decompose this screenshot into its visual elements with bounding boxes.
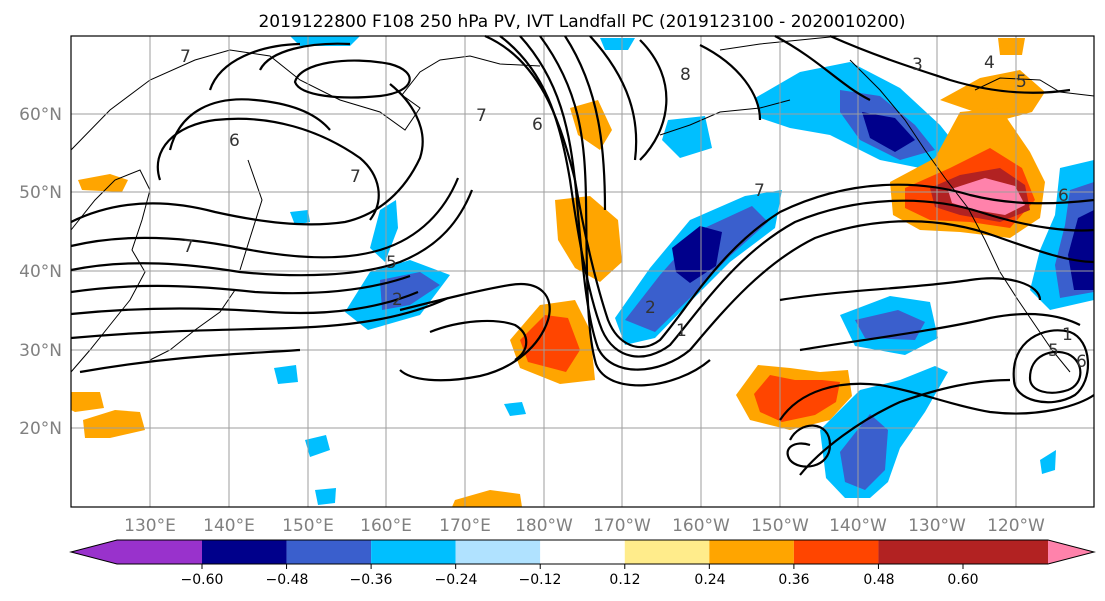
contour-label: 3 (912, 55, 923, 75)
map-panel: 7 6 7 7 5 2 2 1 6 7 7 8 3 4 5 6 6 1 5 (70, 34, 1095, 508)
colorbar-label: 0.60 (947, 572, 978, 588)
colorbar-cell (709, 540, 794, 564)
lon-label: 130°E (124, 516, 176, 536)
contour-label: 6 (229, 131, 240, 151)
contour-label: 8 (680, 65, 691, 85)
contour-labels: 7 6 7 7 5 2 2 1 6 7 7 8 3 4 5 6 6 1 5 (180, 47, 1087, 372)
colorbar-label: 0.48 (863, 572, 894, 588)
lon-axis: 130°E 140°E 150°E 160°E 170°E 180°W 170°… (124, 516, 1045, 536)
colorbar-label: −0.24 (435, 572, 478, 588)
contour-label: 2 (392, 290, 403, 310)
contour-label: 5 (1048, 341, 1059, 361)
colorbar-ticks (201, 564, 964, 569)
contour-label: 7 (754, 181, 765, 201)
colorbar-cell (624, 540, 710, 564)
lon-label: 150°W (751, 516, 809, 536)
figure-title: 2019122800 F108 250 hPa PV, IVT Landfall… (258, 12, 905, 32)
contour-label: 5 (1016, 72, 1027, 92)
colorbar-label: 0.36 (778, 572, 809, 588)
colorbar-label: −0.60 (181, 572, 224, 588)
colorbar-cell (878, 540, 1048, 564)
map-frame (70, 35, 1095, 508)
colorbar-cell (793, 540, 879, 564)
colorbar: −0.60 −0.48 −0.36 −0.24 −0.12 0.12 0.24 … (69, 539, 1096, 588)
contour-label: 7 (183, 237, 194, 257)
contour-label: 2 (645, 298, 656, 318)
lat-label-30n: 30°N (19, 341, 62, 361)
contour-label: 6 (1058, 186, 1069, 206)
lat-label-60n: 60°N (19, 105, 62, 125)
contour-label: 6 (532, 115, 543, 135)
contour-label: 4 (984, 53, 995, 73)
lon-label: 120°W (987, 516, 1045, 536)
lon-label: 150°E (282, 516, 334, 536)
lon-label: 180°W (515, 516, 573, 536)
contour-label: 1 (676, 321, 687, 341)
lon-label: 160°W (672, 516, 730, 536)
colorbar-label: 0.24 (694, 572, 725, 588)
lon-label: 140°E (203, 516, 255, 536)
colorbar-cell (455, 540, 541, 564)
colorbar-label: 0.12 (609, 572, 640, 588)
gridlines (71, 36, 1094, 507)
colorbar-cell (371, 540, 456, 564)
lon-label: 140°W (829, 516, 887, 536)
lat-label-20n: 20°N (19, 419, 62, 439)
colorbar-cell (71, 540, 202, 564)
colorbar-label: −0.48 (266, 572, 309, 588)
coastlines (70, 35, 1095, 373)
contour-label: 7 (180, 47, 191, 67)
contour-label: 5 (386, 253, 397, 273)
colorbar-cells (71, 540, 1094, 564)
colorbar-label: −0.12 (519, 572, 562, 588)
colorbar-cell (286, 540, 372, 564)
colorbar-label: −0.36 (350, 572, 393, 588)
colorbar-cell (1048, 540, 1094, 564)
colorbar-cell (540, 540, 625, 564)
lat-label-50n: 50°N (19, 183, 62, 203)
contour-label: 7 (350, 167, 361, 187)
contour-label: 7 (476, 106, 487, 126)
lat-label-40n: 40°N (19, 262, 62, 282)
colorbar-outline (69, 539, 1096, 565)
lat-axis: 60°N 50°N 40°N 30°N 20°N (19, 105, 62, 439)
contour-label: 1 (1062, 325, 1073, 345)
lon-label: 160°E (360, 516, 412, 536)
pv-contours (70, 34, 1095, 476)
colorbar-cell (202, 540, 287, 564)
contour-label: 6 (1076, 352, 1087, 372)
lon-label: 170°E (439, 516, 491, 536)
lon-label: 170°W (593, 516, 651, 536)
lon-label: 130°W (908, 516, 966, 536)
